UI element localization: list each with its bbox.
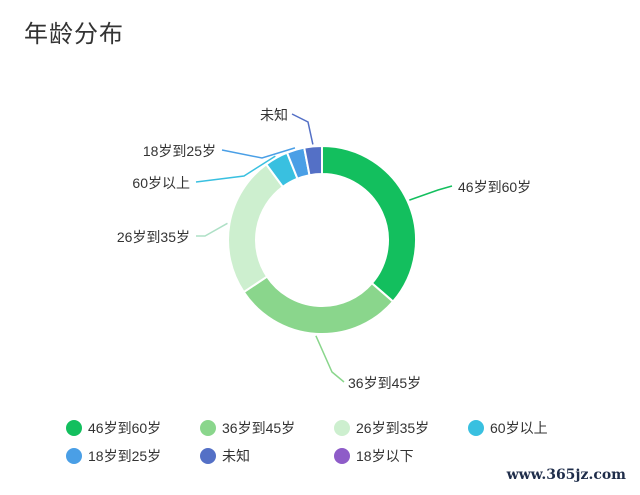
slice-label: 未知 [260, 107, 288, 123]
legend-label: 未知 [222, 448, 250, 464]
legend-item[interactable]: 26岁到35岁 [334, 418, 468, 438]
legend-swatch [200, 420, 216, 436]
leader-line [196, 222, 228, 237]
legend-label: 60岁以上 [490, 420, 548, 436]
legend-item[interactable]: 36岁到45岁 [200, 418, 334, 438]
legend-swatch [468, 420, 484, 436]
chart-title: 年龄分布 [24, 21, 124, 48]
legend-item[interactable]: 46岁到60岁 [66, 418, 200, 438]
legend-swatch [66, 448, 82, 464]
legend-item[interactable]: 未知 [200, 446, 334, 466]
slice-label: 60岁以上 [132, 175, 190, 191]
donut-slice[interactable] [303, 144, 323, 177]
legend: 46岁到60岁 36岁到45岁 26岁到35岁 60岁以上 18岁到25岁 未知 18岁以下 [66, 418, 586, 466]
legend-swatch [334, 448, 350, 464]
donut-chart: 46岁到60岁 36岁到45岁 26岁到35岁 60岁以上 18岁到25岁 未知 [117, 107, 531, 391]
legend-label: 46岁到60岁 [88, 420, 162, 436]
watermark: www.365jz.com [506, 467, 626, 483]
leader-line [315, 335, 345, 383]
legend-swatch [66, 420, 82, 436]
legend-label: 26岁到35岁 [356, 420, 430, 436]
donut-slice[interactable] [321, 144, 417, 303]
leader-line [195, 155, 276, 183]
leader-line [291, 113, 314, 145]
legend-item[interactable]: 60岁以上 [468, 418, 588, 438]
donut-slice[interactable] [227, 162, 285, 294]
leader-line [221, 147, 296, 159]
slice-label: 46岁到60岁 [458, 179, 531, 195]
slice-label: 26岁到35岁 [117, 229, 190, 245]
slice-label: 18岁到25岁 [143, 143, 216, 159]
legend-item[interactable]: 18岁到25岁 [66, 446, 200, 466]
legend-label: 18岁以下 [356, 448, 414, 464]
legend-swatch [200, 448, 216, 464]
donut-slice[interactable] [242, 275, 395, 335]
legend-item[interactable]: 18岁以下 [334, 446, 468, 466]
leader-line [409, 185, 453, 201]
legend-label: 36岁到45岁 [222, 420, 296, 436]
legend-swatch [334, 420, 350, 436]
legend-label: 18岁到25岁 [88, 448, 162, 464]
slice-label: 36岁到45岁 [348, 375, 421, 391]
